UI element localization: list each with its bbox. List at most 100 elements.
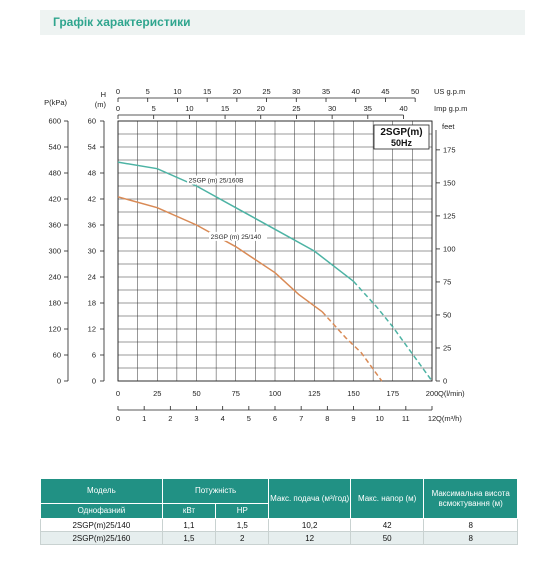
page-title: Графік характеристики bbox=[53, 15, 191, 29]
col-phase: Однофазний bbox=[40, 503, 163, 519]
spec-table: Модель Потужність Макс. подача (м³/год) … bbox=[40, 478, 518, 545]
row-head: 50 bbox=[349, 531, 425, 545]
us-gpm-axis-label: US g.p.m bbox=[434, 87, 465, 96]
col-flow: Макс. подача (м³/год) bbox=[268, 478, 351, 519]
row-suction: 8 bbox=[423, 531, 518, 545]
q-m3h-tick-label: 8 bbox=[325, 414, 329, 423]
p-tick-label: 540 bbox=[48, 143, 61, 152]
feet-tick-label: 0 bbox=[443, 377, 447, 386]
us-gpm-tick-label: 5 bbox=[146, 87, 150, 96]
h-tick-label: 6 bbox=[92, 351, 96, 360]
us-gpm-tick-label: 40 bbox=[352, 87, 360, 96]
row-flow: 12 bbox=[268, 531, 351, 545]
model-label-line1: 2SGP(m) bbox=[380, 127, 422, 138]
row-suction: 8 bbox=[423, 518, 518, 532]
series-curve-1 bbox=[117, 196, 323, 313]
q-m3h-tick-label: 5 bbox=[247, 414, 251, 423]
imp-gpm-tick-label: 0 bbox=[116, 104, 120, 113]
row-kw: 1,1 bbox=[161, 518, 217, 532]
h-tick-label: 48 bbox=[88, 169, 96, 178]
series-label-bg bbox=[187, 175, 256, 185]
q-m3h-tick-label: 7 bbox=[299, 414, 303, 423]
us-gpm-tick-label: 20 bbox=[233, 87, 241, 96]
col-power: Потужність bbox=[161, 478, 270, 504]
us-gpm-tick-label: 35 bbox=[322, 87, 330, 96]
model-label-box bbox=[373, 124, 430, 150]
imp-gpm-tick-label: 40 bbox=[399, 104, 407, 113]
chart-curves bbox=[117, 161, 433, 382]
series-label-0: 2SGP (m) 25/160B bbox=[189, 178, 244, 185]
series-curve-dashed-1 bbox=[321, 311, 383, 382]
us-gpm-tick-label: 0 bbox=[116, 87, 120, 96]
row-flow: 10,2 bbox=[268, 518, 351, 532]
q-lmin-tick-label: 50 bbox=[192, 389, 200, 398]
q-m3h-tick-label: 9 bbox=[351, 414, 355, 423]
imp-gpm-tick-label: 25 bbox=[292, 104, 300, 113]
row-model: 2SGP(m)25/140 bbox=[40, 518, 163, 532]
us-gpm-tick-label: 50 bbox=[411, 87, 419, 96]
q-m3h-tick-label: 10 bbox=[375, 414, 383, 423]
us-gpm-tick-label: 10 bbox=[173, 87, 181, 96]
feet-tick-label: 50 bbox=[443, 310, 451, 319]
q-lmin-tick-label: 125 bbox=[308, 389, 321, 398]
q-m3h-axis-label: Q(m³/h) bbox=[436, 414, 462, 423]
p-tick-label: 420 bbox=[48, 195, 61, 204]
feet-tick-label: 150 bbox=[443, 178, 456, 187]
p-tick-label: 360 bbox=[48, 221, 61, 230]
p-tick-label: 480 bbox=[48, 169, 61, 178]
p-tick-label: 0 bbox=[57, 377, 61, 386]
row-model: 2SGP(m)25/160 bbox=[40, 531, 163, 545]
pump-curve-chart: 06121824303642485460H(m)0601201802403003… bbox=[44, 87, 467, 423]
h-tick-label: 0 bbox=[92, 377, 96, 386]
series-label-bg bbox=[209, 231, 268, 241]
h-tick-label: 12 bbox=[88, 325, 96, 334]
h-tick-label: 36 bbox=[88, 221, 96, 230]
q-m3h-tick-label: 4 bbox=[221, 414, 225, 423]
q-m3h-tick-label: 3 bbox=[194, 414, 198, 423]
h-tick-label: 18 bbox=[88, 299, 96, 308]
feet-tick-label: 75 bbox=[443, 277, 451, 286]
q-m3h-tick-label: 11 bbox=[402, 414, 410, 423]
imp-gpm-tick-label: 5 bbox=[152, 104, 156, 113]
feet-tick-label: 125 bbox=[443, 211, 456, 220]
q-m3h-tick-label: 1 bbox=[142, 414, 146, 423]
imp-gpm-axis-label: Imp g.p.m bbox=[434, 104, 467, 113]
h-tick-label: 42 bbox=[88, 195, 96, 204]
q-lmin-tick-label: 100 bbox=[269, 389, 282, 398]
table-row: 2SGP(m)25/160 1,5 2 12 50 8 bbox=[40, 531, 518, 545]
feet-tick-label: 100 bbox=[443, 244, 456, 253]
col-model: Модель bbox=[40, 478, 163, 504]
p-tick-label: 60 bbox=[53, 351, 61, 360]
q-lmin-tick-label: 0 bbox=[116, 389, 120, 398]
q-lmin-axis-label: Q(l/min) bbox=[438, 389, 465, 398]
plot-frame bbox=[117, 120, 433, 382]
us-gpm-tick-label: 30 bbox=[292, 87, 300, 96]
h-axis-unit: (m) bbox=[95, 100, 107, 109]
row-hp: 2 bbox=[215, 531, 270, 545]
col-head: Макс. напор (м) bbox=[349, 478, 425, 519]
us-gpm-tick-label: 45 bbox=[381, 87, 389, 96]
col-suction: Максимальна висота всмоктування (м) bbox=[423, 478, 518, 519]
series-curve-dashed-0 bbox=[352, 280, 433, 382]
h-axis-label: H bbox=[101, 90, 106, 99]
q-m3h-tick-label: 0 bbox=[116, 414, 120, 423]
p-tick-label: 240 bbox=[48, 273, 61, 282]
row-head: 42 bbox=[349, 518, 425, 532]
imp-gpm-tick-label: 10 bbox=[185, 104, 193, 113]
h-tick-label: 24 bbox=[88, 273, 96, 282]
q-m3h-tick-label: 12 bbox=[428, 414, 436, 423]
imp-gpm-tick-label: 35 bbox=[364, 104, 372, 113]
row-kw: 1,5 bbox=[161, 531, 217, 545]
feet-tick-label: 175 bbox=[443, 145, 456, 154]
chart-axes bbox=[64, 97, 440, 411]
series-curve-0 bbox=[117, 161, 354, 282]
chart-labels: 06121824303642485460H(m)0601201802403003… bbox=[44, 87, 467, 423]
col-kw: кВт bbox=[161, 503, 217, 519]
p-axis-label: P(kPa) bbox=[44, 98, 67, 107]
q-lmin-tick-label: 150 bbox=[347, 389, 360, 398]
p-tick-label: 300 bbox=[48, 247, 61, 256]
col-hp: HP bbox=[215, 503, 270, 519]
feet-tick-label: 25 bbox=[443, 343, 451, 352]
imp-gpm-tick-label: 30 bbox=[328, 104, 336, 113]
q-lmin-tick-label: 175 bbox=[386, 389, 399, 398]
